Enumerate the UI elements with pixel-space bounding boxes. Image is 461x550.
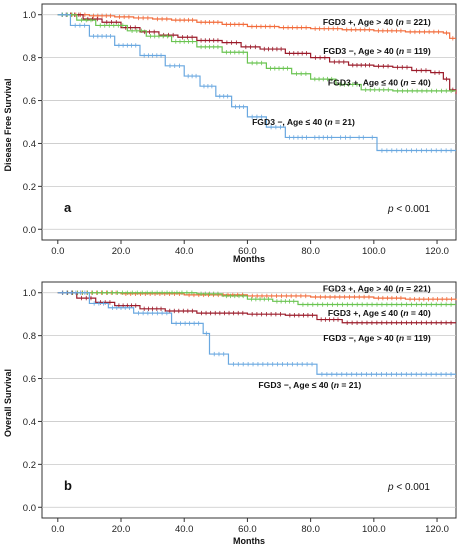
chart-panel-a: 0.0 0.2 0.4 0.6 0.8 1.0 0.0 20.0 40.0 60.0 80.0 100… bbox=[3, 3, 457, 264]
series-label-3: FGD3 −, Age > 40 (n = 119) bbox=[323, 333, 431, 343]
x-tick-label: 60.0 bbox=[238, 524, 257, 535]
y-tick-label: 0.8 bbox=[23, 331, 36, 342]
y-tick-label: 0.6 bbox=[23, 96, 36, 107]
x-axis-title: Months bbox=[233, 536, 265, 546]
x-tick-label: 80.0 bbox=[301, 246, 320, 257]
series-label-1: FGD3 +, Age > 40 (n = 221) bbox=[323, 17, 431, 27]
x-axis-title: Months bbox=[233, 254, 265, 264]
series-label-2: FGD3 +, Age ≤ 40 (n = 40) bbox=[328, 308, 431, 318]
series-label-3: FGD3 +, Age ≤ 40 (n = 40) bbox=[328, 77, 431, 87]
x-tick-label: 0.0 bbox=[51, 246, 64, 257]
y-tick-label: 0.2 bbox=[23, 182, 36, 193]
x-tick-label: 60.0 bbox=[238, 246, 257, 257]
x-tick-label: 100.0 bbox=[362, 524, 386, 535]
series-label-1: FGD3 +, Age > 40 (n = 221) bbox=[323, 283, 431, 293]
x-tick-label: 20.0 bbox=[112, 524, 131, 535]
p-value-label: p < 0.001 bbox=[387, 482, 430, 493]
series-label-4: FGD3 −, Age ≤ 40 (n = 21) bbox=[258, 380, 361, 390]
y-tick-label: 0.2 bbox=[23, 460, 36, 471]
x-tick-label: 20.0 bbox=[112, 246, 131, 257]
x-tick-label: 120.0 bbox=[425, 246, 449, 257]
y-tick-label: 1.0 bbox=[23, 10, 36, 21]
series-line-2 bbox=[57, 292, 456, 306]
y-tick-label: 0.6 bbox=[23, 374, 36, 385]
chart-panel-b: 0.0 0.2 0.4 0.6 0.8 1.0 0.0 20.0 40.0 60.0 80.0 100… bbox=[3, 281, 457, 546]
panel-letter: a bbox=[64, 200, 72, 215]
panel-letter: b bbox=[64, 478, 72, 493]
y-tick-label: 0.4 bbox=[23, 139, 36, 150]
y-axis-title: Overall Survival bbox=[3, 369, 13, 437]
p-value-label: p < 0.001 bbox=[387, 204, 430, 215]
y-axis-title: Disease Free Survival bbox=[3, 78, 13, 171]
y-tick-label: 0.0 bbox=[23, 503, 36, 514]
plot-frame bbox=[41, 3, 457, 241]
series-line-3 bbox=[57, 292, 456, 324]
y-tick-label: 0.8 bbox=[23, 53, 36, 64]
x-tick-label: 0.0 bbox=[51, 524, 64, 535]
y-tick-label: 1.0 bbox=[23, 288, 36, 299]
x-tick-label: 40.0 bbox=[175, 524, 194, 535]
x-tick-label: 120.0 bbox=[425, 524, 449, 535]
x-tick-label: 100.0 bbox=[362, 246, 386, 257]
series-label-2: FGD3 −, Age > 40 (n = 119) bbox=[323, 46, 431, 56]
y-tick-label: 0.4 bbox=[23, 417, 36, 428]
series-line-1 bbox=[57, 14, 456, 39]
series-label-4: FGD3 −, Age ≤ 40 (n = 21) bbox=[252, 117, 355, 127]
series-line-2 bbox=[57, 14, 457, 95]
x-tick-label: 80.0 bbox=[301, 524, 320, 535]
y-tick-label: 0.0 bbox=[23, 225, 36, 236]
x-tick-label: 40.0 bbox=[175, 246, 194, 257]
